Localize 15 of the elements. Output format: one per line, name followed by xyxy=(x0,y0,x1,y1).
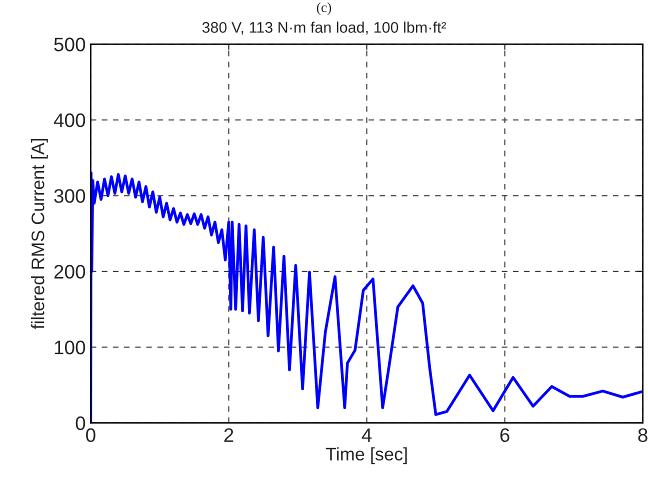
x-axis-title: Time [sec] xyxy=(326,447,407,464)
y-tick-label: 200 xyxy=(54,264,86,279)
y-tick-label: 300 xyxy=(54,189,86,203)
chart-subtitle: 380 V, 113 N·m fan load, 100 lbm·ft² xyxy=(202,22,446,35)
y-tick-label: 0 xyxy=(76,416,86,430)
x-tick-label: 8 xyxy=(638,428,648,442)
y-axis-title: filtered RMS Current [A] xyxy=(31,138,48,330)
y-tick-label: 100 xyxy=(54,340,86,354)
x-tick-label: 2 xyxy=(224,428,234,442)
x-tick-label: 0 xyxy=(86,428,96,442)
chart-title: (c) xyxy=(316,2,332,15)
y-tick-label: 500 xyxy=(54,38,86,52)
x-tick-label: 4 xyxy=(362,428,372,442)
x-tick-label: 6 xyxy=(500,428,510,442)
y-tick-label: 400 xyxy=(54,113,86,128)
